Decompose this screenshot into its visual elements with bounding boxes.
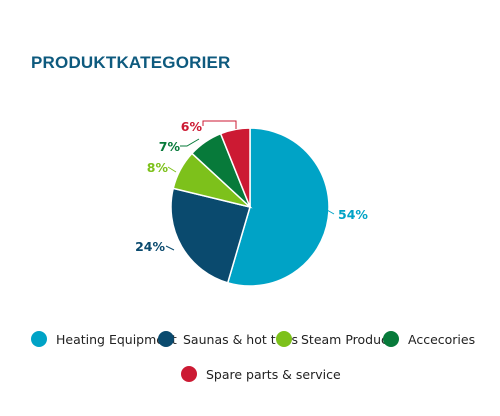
leader-line-steam-product <box>167 166 177 173</box>
legend-label-heating-equipment: Heating Equipment <box>56 331 177 347</box>
legend-item-saunas-hot-tubs: Saunas & hot tubs <box>158 331 298 347</box>
legend-swatch-steam-product <box>276 331 292 347</box>
data-label-saunas-hot-tubs: 24% <box>135 239 165 254</box>
legend-item-steam-product: Steam Product <box>276 331 393 347</box>
data-label-spare-parts-service: 6% <box>181 119 203 134</box>
data-label-heating-equipment: 54% <box>338 207 368 222</box>
legend-label-spare-parts-service: Spare parts & service <box>206 366 341 382</box>
leader-line-spare-parts-service <box>202 120 237 129</box>
legend-swatch-accecories <box>383 331 399 347</box>
legend-label-saunas-hot-tubs: Saunas & hot tubs <box>183 331 299 347</box>
chart-title: PRODUKTKATEGORIER <box>31 53 231 72</box>
data-label-accecories: 7% <box>159 139 181 154</box>
pie-slice-heating-equipment <box>226 127 330 287</box>
pie-slice-saunas-hot-tubs <box>170 187 251 284</box>
pie-slice-spare-parts-service <box>219 127 251 208</box>
leader-line-heating-equipment <box>326 209 335 215</box>
data-label-steam-product: 8% <box>147 160 169 175</box>
legend-label-steam-product: Steam Product <box>301 331 393 347</box>
legend-item-spare-parts-service: Spare parts & service <box>181 366 341 382</box>
leader-line-saunas-hot-tubs <box>165 245 175 251</box>
legend-item-accecories: Accecories <box>383 331 475 347</box>
legend-swatch-heating-equipment <box>31 331 47 347</box>
legend-item-heating-equipment: Heating Equipment <box>31 331 177 347</box>
legend-label-accecories: Accecories <box>408 331 476 347</box>
leader-line-accecories <box>180 138 200 147</box>
legend-swatch-saunas-hot-tubs <box>158 331 174 347</box>
legend-swatch-spare-parts-service <box>181 366 197 382</box>
